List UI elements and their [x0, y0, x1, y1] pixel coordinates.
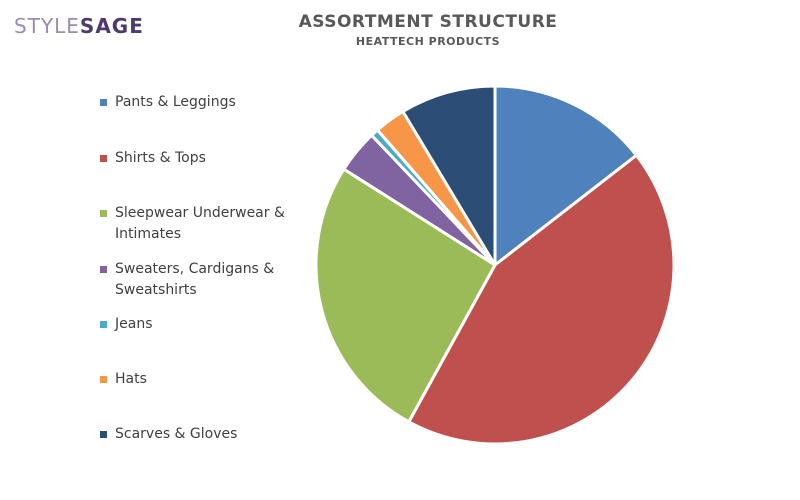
legend-label: Sleepwear Underwear & Intimates — [115, 205, 285, 242]
legend-swatch — [100, 376, 107, 383]
chart-title: ASSORTMENT STRUCTURE — [298, 12, 558, 32]
legend-swatch — [100, 321, 107, 328]
legend-swatch — [100, 99, 107, 106]
logo-part-style: STYLE — [14, 14, 80, 38]
legend-item: Sweaters, Cardigans & Sweatshirts — [100, 259, 320, 301]
pie-slice-0 — [493, 84, 638, 267]
legend-label: Pants & Leggings — [115, 94, 236, 110]
legend-label: Hats — [115, 371, 147, 387]
legend-label: Shirts & Tops — [115, 150, 206, 166]
stylesage-logo: STYLESAGE — [14, 16, 144, 36]
legend-swatch — [100, 210, 107, 217]
chart-subtitle: HEATTECH PRODUCTS — [355, 35, 501, 48]
legend-item: Sleepwear Underwear & Intimates — [100, 203, 320, 245]
legend-label: Scarves & Gloves — [115, 426, 238, 442]
legend-item: Shirts & Tops — [100, 148, 320, 169]
legend-label: Sweaters, Cardigans & Sweatshirts — [115, 261, 275, 298]
legend-swatch — [100, 431, 107, 438]
legend-item: Pants & Leggings — [100, 92, 320, 113]
pie-slice-1 — [407, 153, 676, 446]
legend-swatch — [100, 266, 107, 273]
legend-item: Scarves & Gloves — [100, 424, 320, 445]
legend-label: Jeans — [115, 316, 153, 332]
legend-item: Hats — [100, 369, 320, 390]
logo-part-sage: SAGE — [79, 14, 144, 38]
legend-swatch — [100, 155, 107, 162]
pie-slice-6 — [401, 84, 497, 267]
legend-item: Jeans — [100, 314, 320, 335]
pie-slice-2 — [314, 167, 497, 424]
